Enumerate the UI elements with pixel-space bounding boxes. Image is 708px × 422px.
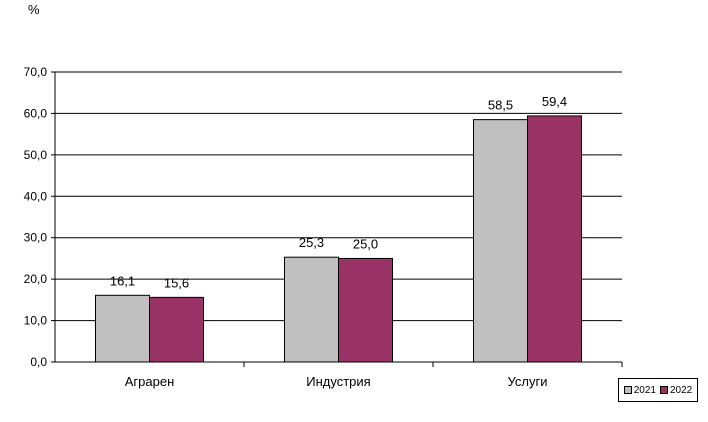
bar-2022-0 [149,296,204,363]
x-category-label: Услуги [508,374,548,389]
legend-label-2022: 2022 [670,384,693,396]
y-tick-label: 10,0 [24,314,48,328]
data-label: 25,3 [299,235,324,250]
bar-2022-2 [527,115,582,363]
y-tick-label: 0,0 [30,355,47,369]
legend-item-2022: 2022 [660,385,692,396]
data-label: 15,6 [164,275,189,290]
chart-legend: 2021 2022 [618,378,698,402]
y-tick-label: 70,0 [24,65,48,79]
x-category-label: Аграрен [125,374,175,389]
y-tick-label: 40,0 [24,189,48,203]
data-label: 16,1 [110,273,135,288]
data-label: 25,0 [353,236,378,251]
legend-swatch-2021 [623,386,632,394]
data-label: 59,4 [542,94,567,109]
bar-2021-2 [473,119,528,363]
bar-2021-1 [284,256,339,363]
y-tick-label: 60,0 [24,106,48,120]
y-unit-label: % [28,2,40,17]
legend-label-2021: 2021 [633,384,656,396]
y-tick-label: 50,0 [24,148,48,162]
bar-2022-1 [338,257,393,363]
legend-swatch-2022 [660,386,668,394]
data-label: 58,5 [488,98,513,113]
x-category-label: Индустрия [306,374,370,389]
legend-item-2021: 2021 [623,384,656,396]
bar-2021-0 [95,294,150,363]
y-tick-label: 30,0 [24,231,48,245]
y-tick-label: 20,0 [24,272,48,286]
